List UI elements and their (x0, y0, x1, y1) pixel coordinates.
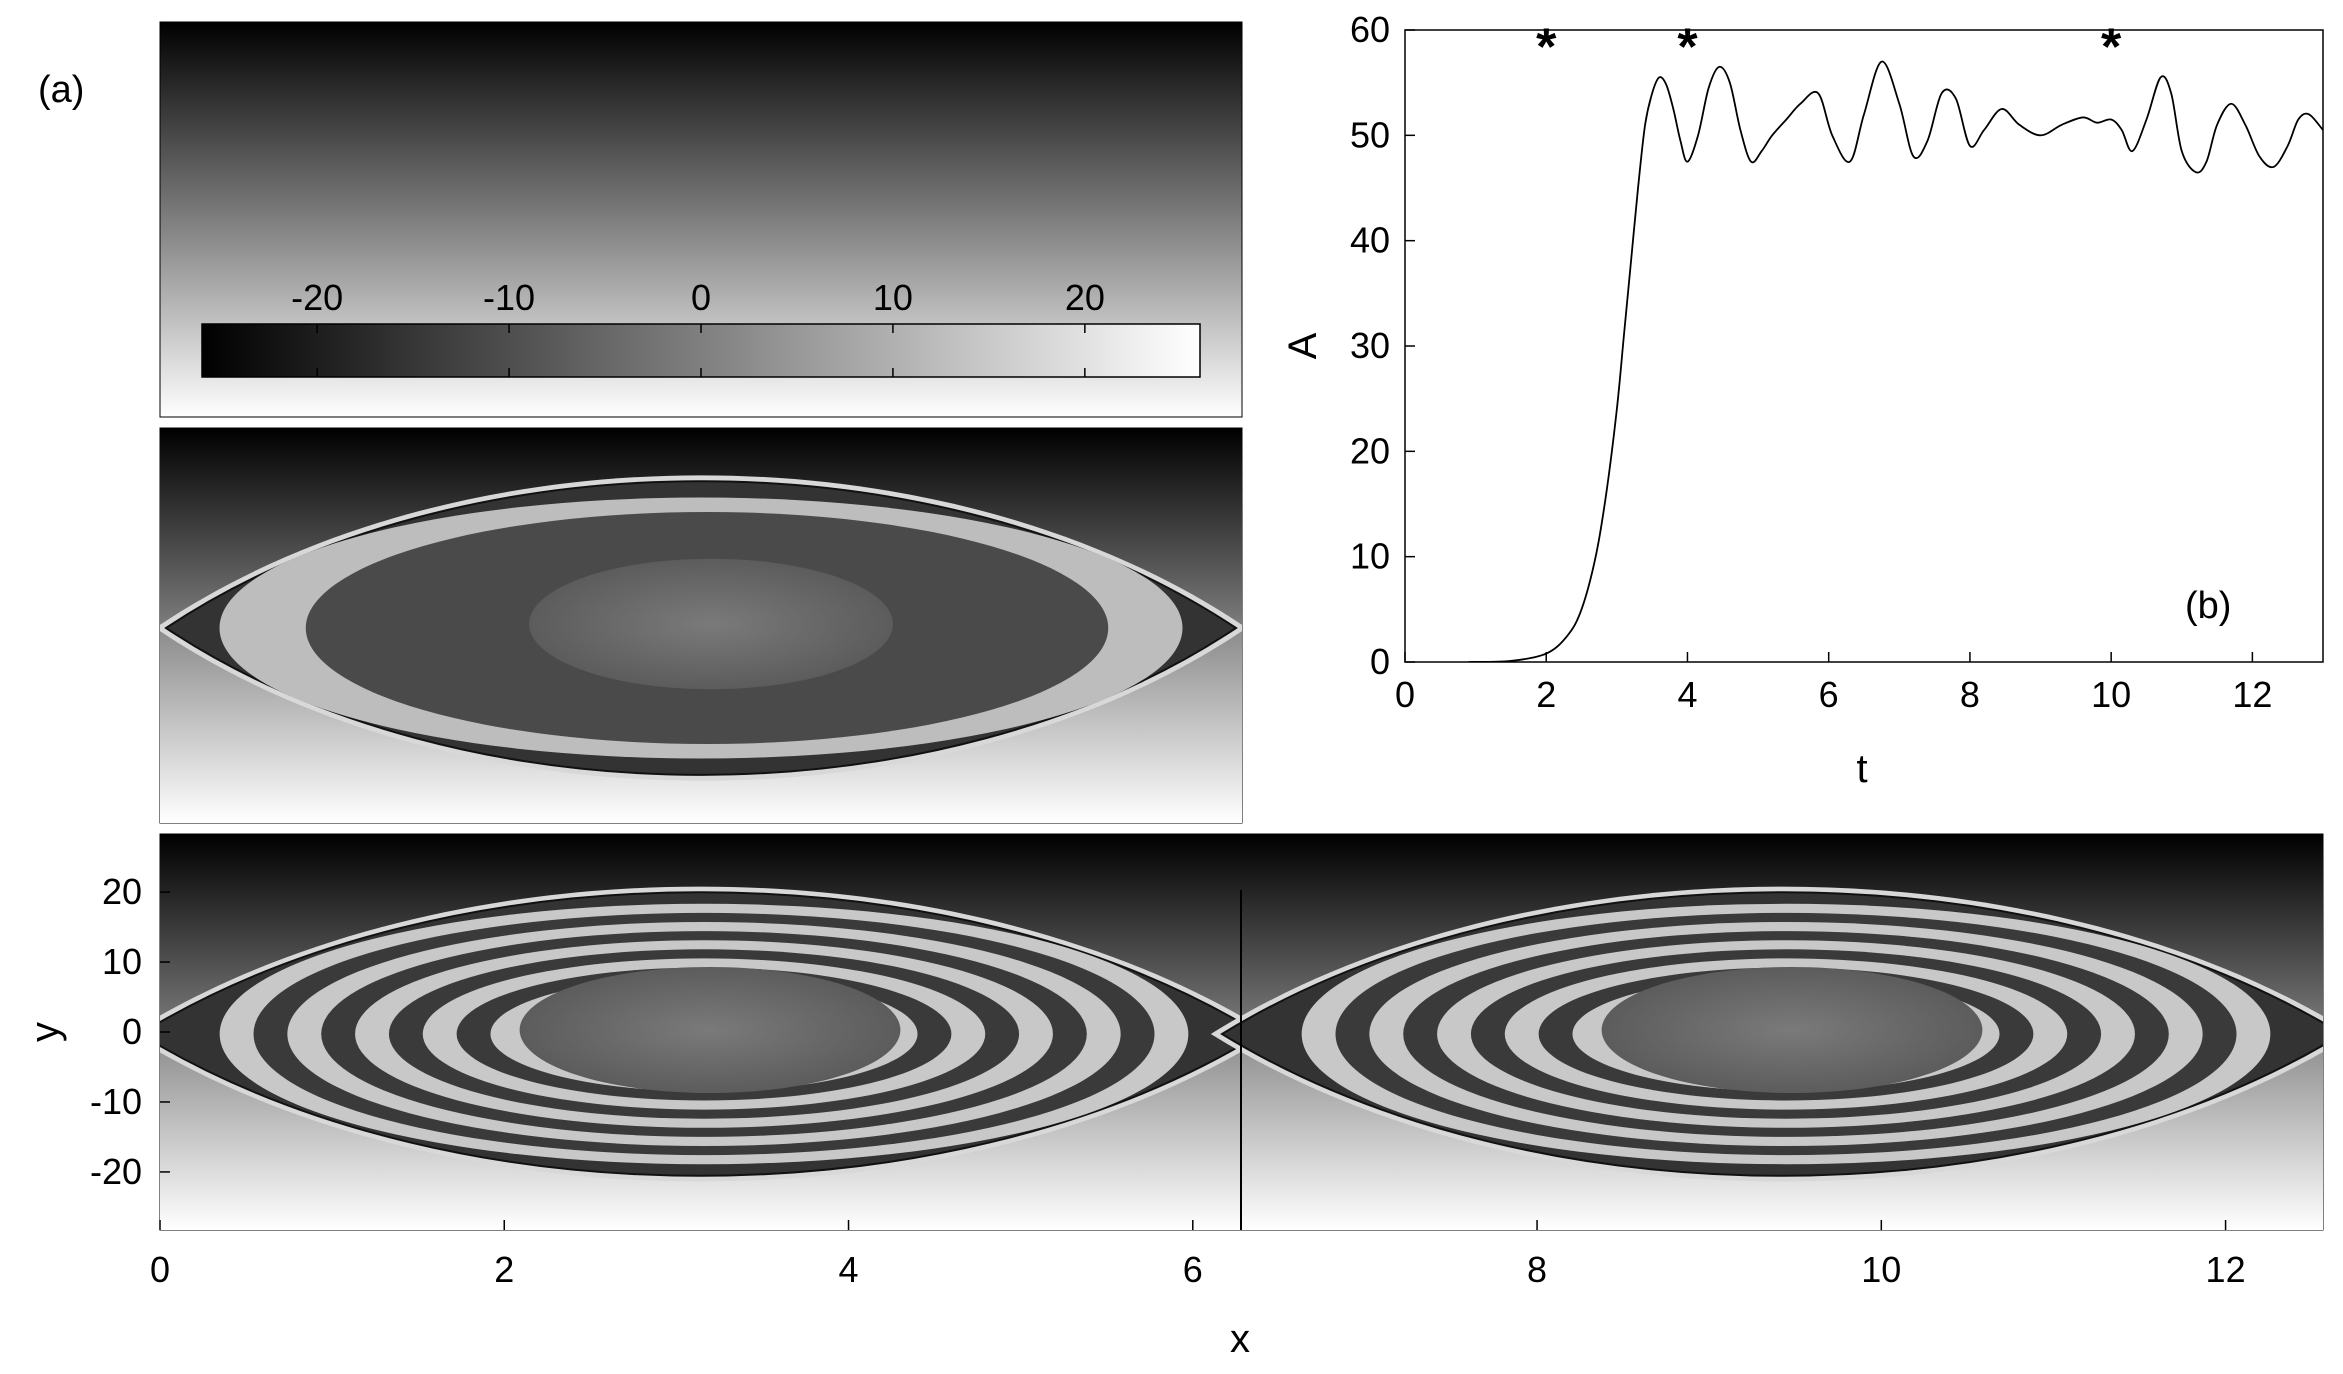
b-y-tick-label: 30 (1350, 325, 1390, 366)
asterisk-marker: * (2101, 19, 2122, 77)
panel-a-two-period-field: 0 2 4 6 8 10 12 20 10 0 -10 -20 x y (23, 833, 2324, 1361)
panel-a-vortex-field (159, 427, 1243, 824)
asterisk-markers: * * * (1536, 19, 2122, 77)
colorbar-tick-label: 0 (691, 277, 711, 318)
x-tick-label: 0 (150, 1249, 170, 1290)
y-tick-label: -20 (90, 1151, 142, 1192)
b-x-tick-label: 4 (1677, 674, 1697, 715)
x-tick-label: 10 (1861, 1249, 1901, 1290)
b-y-tick-label: 0 (1370, 641, 1390, 682)
b-y-tick-label: 40 (1350, 220, 1390, 261)
b-y-tick-label: 20 (1350, 430, 1390, 471)
y-tick-label: 20 (102, 871, 142, 912)
x-tick-label: 8 (1527, 1249, 1547, 1290)
A-axis-label: A (1281, 332, 1325, 359)
b-x-tick-label: 12 (2232, 674, 2272, 715)
lower-region (160, 628, 1242, 823)
colorbar-tick-label: 10 (873, 277, 913, 318)
vortex-structure (160, 428, 1242, 823)
vortex-core (519, 967, 901, 1093)
x-tick-label: 4 (839, 1249, 859, 1290)
colorbar-tick-label: -20 (291, 277, 343, 318)
y-tick-label: 0 (122, 1011, 142, 1052)
y-axis-label: y (23, 1022, 67, 1042)
plot-b-frame (1404, 29, 2324, 663)
b-x-tick-label: 8 (1960, 674, 1980, 715)
asterisk-marker: * (1677, 19, 1698, 77)
x-axis-label: x (1230, 1317, 1250, 1361)
panel-b-label: (b) (2185, 585, 2231, 627)
b-x-tick-label: 2 (1536, 674, 1556, 715)
b-y-tick-label: 10 (1350, 536, 1390, 577)
colorbar: -20 -10 0 10 20 (201, 277, 1201, 378)
colorbar-tick-label: 20 (1065, 277, 1105, 318)
x-tick-label: 6 (1183, 1249, 1203, 1290)
b-y-tick-label: 50 (1350, 114, 1390, 155)
lower-region (1241, 1034, 2323, 1230)
vortex-core (529, 558, 893, 690)
y-tick-label: -10 (90, 1081, 142, 1122)
panel-b-amplitude-plot: 0 2 4 6 8 10 12 0 10 20 30 40 50 60 * * * (b) t A (1281, 9, 2324, 791)
b-x-tick-label: 0 (1395, 674, 1415, 715)
vortex-core (1601, 967, 1983, 1093)
b-y-tick-label: 60 (1350, 9, 1390, 50)
upper-region (160, 428, 1242, 628)
x-tick-label: 2 (494, 1249, 514, 1290)
x-tick-label: 12 (2206, 1249, 2246, 1290)
vortex-structures (160, 834, 2323, 1230)
upper-region (1241, 834, 2323, 1034)
y-tick-label: 10 (102, 941, 142, 982)
series-A-line (1468, 60, 2323, 662)
panel-a-label: (a) (38, 69, 84, 111)
colorbar-tick-label: -10 (483, 277, 535, 318)
b-x-tick-label: 10 (2091, 674, 2131, 715)
b-x-tick-label: 6 (1819, 674, 1839, 715)
bottom-axes-ticks: 0 2 4 6 8 10 12 20 10 0 -10 -20 (90, 871, 2246, 1290)
t-axis-label: t (1856, 747, 1867, 791)
asterisk-marker: * (1536, 19, 1557, 77)
upper-region (160, 834, 1241, 1034)
colorbar-ticks: -20 -10 0 10 20 (291, 277, 1105, 377)
lower-region (160, 1034, 1241, 1230)
plot-b-ticks: 0 2 4 6 8 10 12 0 10 20 30 40 50 60 (1350, 9, 2272, 715)
